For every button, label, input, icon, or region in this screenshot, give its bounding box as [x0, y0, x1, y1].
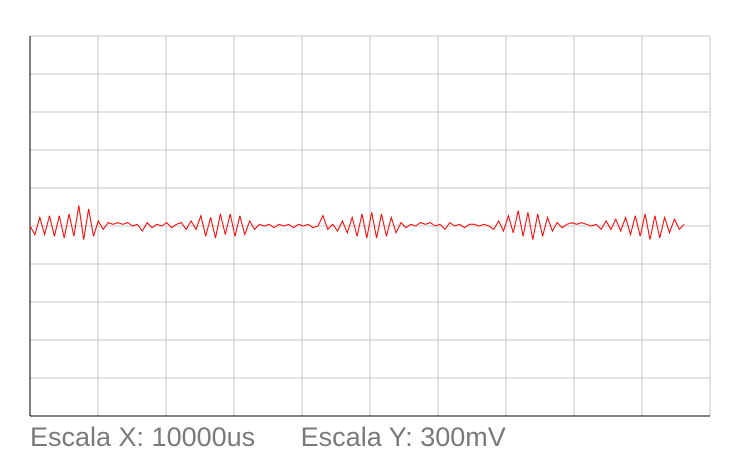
oscilloscope-display — [29, 35, 711, 417]
grid-lines — [30, 35, 711, 416]
scale-x-readout: Escala X: 10000us — [30, 422, 256, 452]
signal-trace — [29, 205, 685, 240]
scale-readout: Escala X: 10000us Escala Y: 300mV — [30, 418, 506, 456]
scale-y-readout: Escala Y: 300mV — [300, 422, 506, 452]
